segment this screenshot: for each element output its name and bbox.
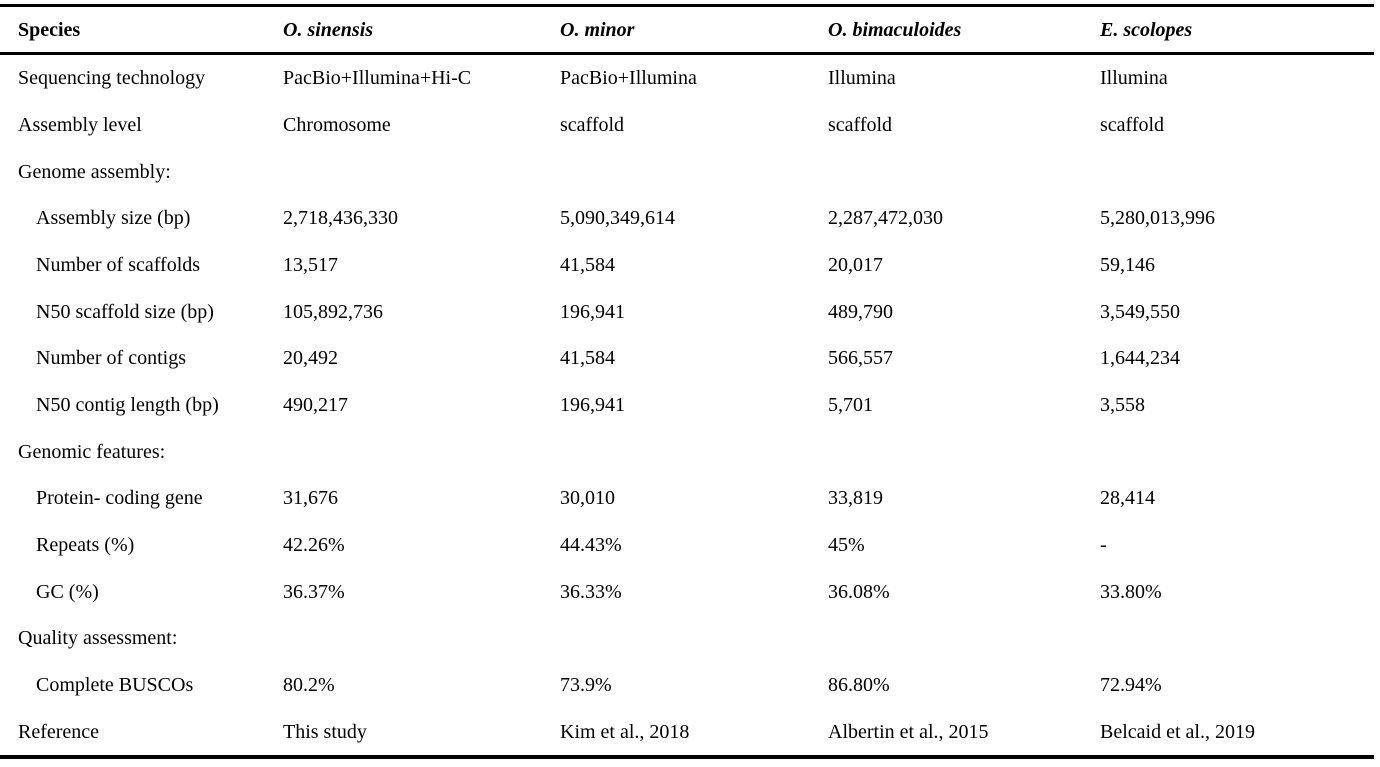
section-label: Quality assessment:	[18, 627, 178, 650]
table-row: N50 scaffold size (bp) 105,892,736 196,941…	[0, 288, 1380, 335]
row-value: 5,701	[828, 393, 873, 416]
row-value: 36.37%	[283, 580, 345, 603]
table-body: Sequencing technology PacBio+Illumina+Hi-…	[0, 55, 1380, 755]
table-row: Assembly size (bp) 2,718,436,330 5,090,349…	[0, 195, 1380, 242]
row-value: 489,790	[828, 300, 893, 323]
row-value: 20,017	[828, 253, 883, 276]
row-value: 42.26%	[283, 533, 345, 556]
header-species-e-scolopes: E. scolopes	[1100, 18, 1193, 41]
row-label: Repeats (%)	[36, 533, 135, 556]
row-value: 2,287,472,030	[828, 207, 943, 230]
row-value: 73.9%	[560, 673, 612, 696]
row-value: Illumina	[828, 67, 896, 90]
row-value: 33,819	[828, 487, 883, 510]
table-row: Genomic features:	[0, 428, 1380, 475]
row-value: 72.94%	[1100, 673, 1162, 696]
row-value: PacBio+Illumina+Hi-C	[283, 67, 472, 90]
table-row: GC (%) 36.37% 36.33% 36.08% 33.80%	[0, 568, 1380, 615]
row-label: N50 contig length (bp)	[36, 393, 219, 416]
row-value: scaffold	[1100, 113, 1165, 136]
row-value: 3,558	[1100, 393, 1145, 416]
row-value: scaffold	[560, 113, 625, 136]
table-bottom-rule	[0, 755, 1374, 759]
row-value: 44.43%	[560, 533, 622, 556]
table-top-rule	[0, 4, 1374, 7]
row-value: -	[1100, 533, 1107, 556]
row-value: 30,010	[560, 487, 615, 510]
row-label: N50 scaffold size (bp)	[36, 300, 214, 323]
table-header-rule	[0, 52, 1374, 55]
row-value: 86.80%	[828, 673, 890, 696]
table-row: Number of contigs 20,492 41,584 566,557 1,64…	[0, 335, 1380, 382]
table-row: Genome assembly:	[0, 148, 1380, 195]
row-value: 36.08%	[828, 580, 890, 603]
row-value: Belcaid et al., 2019	[1100, 720, 1255, 743]
header-species-o-minor: O. minor	[560, 18, 635, 41]
row-value: This study	[283, 720, 367, 743]
table-row: Repeats (%) 42.26% 44.43% 45% -	[0, 522, 1380, 569]
row-value: Illumina	[1100, 67, 1168, 90]
row-label: Sequencing technology	[18, 67, 206, 90]
row-value: 28,414	[1100, 487, 1155, 510]
header-species-o-bimaculoides: O. bimaculoides	[828, 18, 962, 41]
row-label: Number of contigs	[36, 347, 186, 370]
row-value: 41,584	[560, 253, 615, 276]
row-value: 105,892,736	[283, 300, 383, 323]
row-value: Albertin et al., 2015	[828, 720, 989, 743]
row-value: Chromosome	[283, 113, 391, 136]
header-species-o-sinensis: O. sinensis	[283, 18, 374, 41]
table-row: Assembly level Chromosome scaffold scaffold…	[0, 102, 1380, 149]
row-label: Assembly size (bp)	[36, 207, 191, 230]
table-row: N50 contig length (bp) 490,217 196,941 5,70…	[0, 382, 1380, 429]
section-label: Genome assembly:	[18, 160, 171, 183]
row-label: Complete BUSCOs	[36, 673, 194, 696]
table-row: Number of scaffolds 13,517 41,584 20,017 59,…	[0, 242, 1380, 289]
section-label: Genomic features:	[18, 440, 166, 463]
row-value: 2,718,436,330	[283, 207, 398, 230]
row-value: Kim et al., 2018	[560, 720, 690, 743]
row-value: 80.2%	[283, 673, 335, 696]
row-value: 196,941	[560, 300, 625, 323]
row-value: 20,492	[283, 347, 338, 370]
row-value: scaffold	[828, 113, 893, 136]
row-value: 33.80%	[1100, 580, 1162, 603]
row-value: PacBio+Illumina	[560, 67, 697, 90]
row-value: 490,217	[283, 393, 348, 416]
table-row: Reference This study Kim et al., 2018 Alber…	[0, 708, 1380, 755]
header-species-label: Species	[18, 18, 81, 41]
row-value: 45%	[828, 533, 865, 556]
row-label: Number of scaffolds	[36, 253, 201, 276]
row-value: 31,676	[283, 487, 338, 510]
table-row: Sequencing technology PacBio+Illumina+Hi-…	[0, 55, 1380, 102]
row-label: Protein- coding gene	[36, 487, 203, 510]
row-value: 5,090,349,614	[560, 207, 675, 230]
row-value: 566,557	[828, 347, 893, 370]
row-value: 5,280,013,996	[1100, 207, 1215, 230]
row-value: 1,644,234	[1100, 347, 1180, 370]
row-label: GC (%)	[36, 580, 99, 603]
table-header-row: Species O. sinensis O. minor O. bimaculo…	[0, 7, 1380, 52]
table-row: Complete BUSCOs 80.2% 73.9% 86.80% 72.94%	[0, 662, 1380, 709]
row-label: Assembly level	[18, 113, 142, 136]
row-value: 13,517	[283, 253, 338, 276]
row-value: 59,146	[1100, 253, 1155, 276]
table-row: Protein- coding gene 31,676 30,010 33,819 28…	[0, 475, 1380, 522]
row-value: 3,549,550	[1100, 300, 1180, 323]
row-value: 36.33%	[560, 580, 622, 603]
table-row: Quality assessment:	[0, 615, 1380, 662]
row-value: 196,941	[560, 393, 625, 416]
row-value: 41,584	[560, 347, 615, 370]
row-label: Reference	[18, 720, 100, 743]
